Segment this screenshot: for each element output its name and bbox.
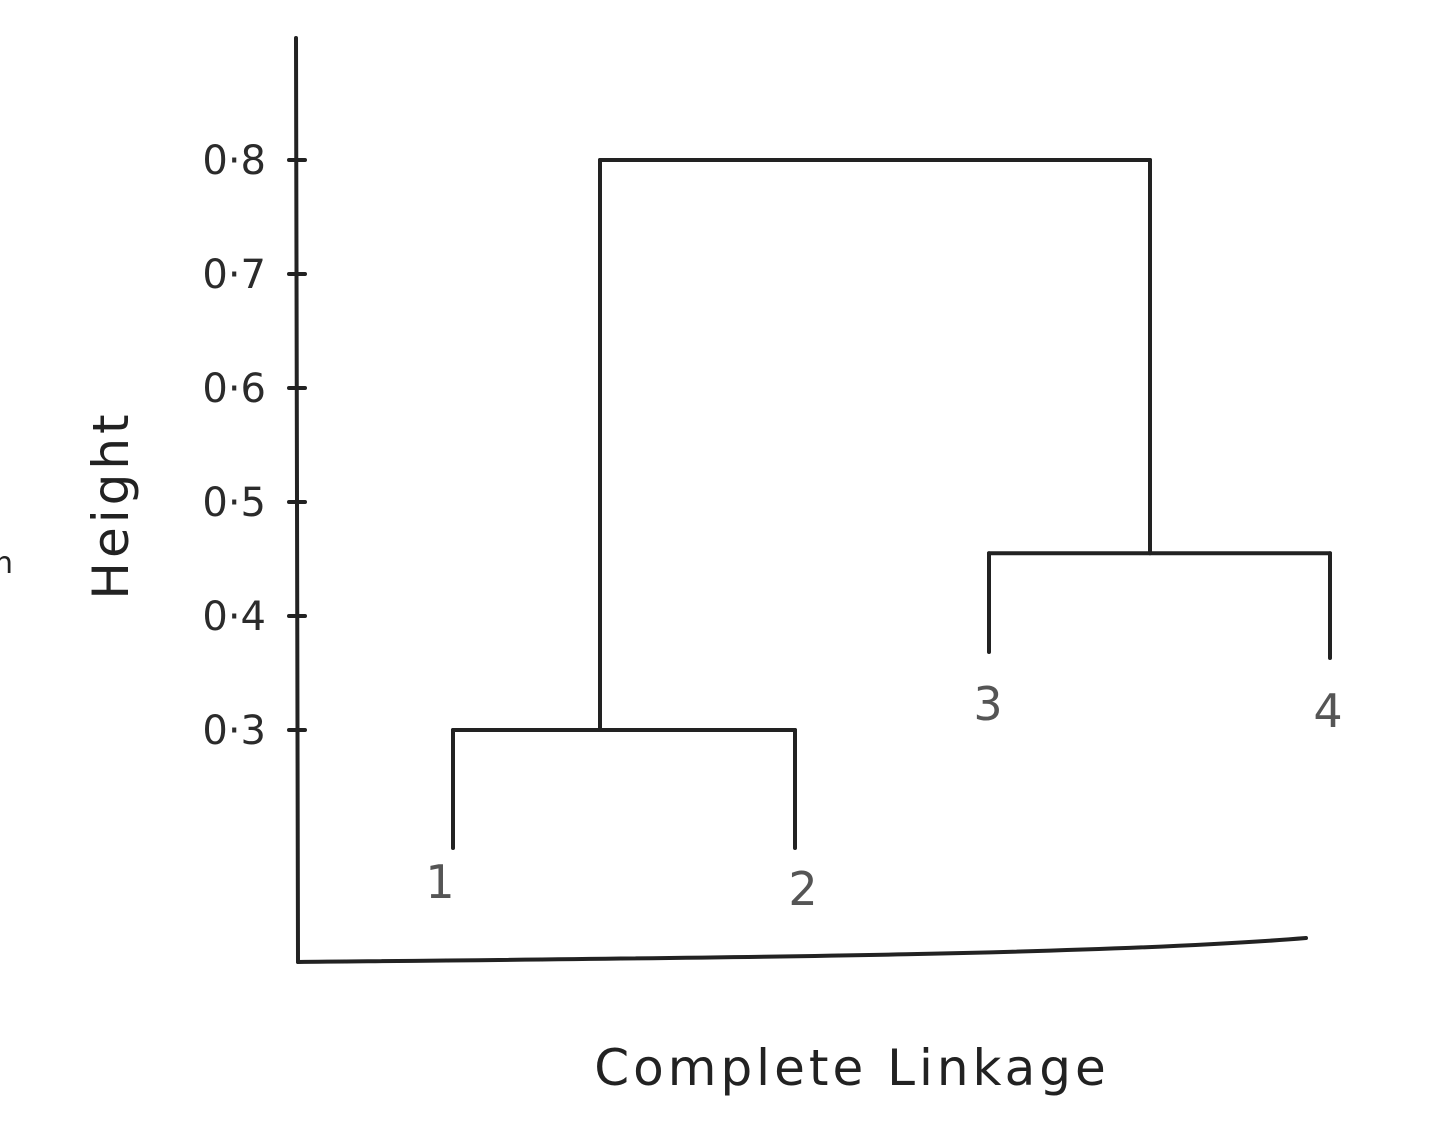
leaf-label: 3 bbox=[973, 677, 1002, 731]
y-ticks: 0·8 0·7 0·6 0·5 0·4 0·3 bbox=[202, 138, 307, 754]
leaf-label: 1 bbox=[425, 855, 454, 909]
x-axis-line bbox=[296, 936, 1308, 964]
dendrogram-tree bbox=[451, 158, 1332, 850]
leaf-labels: 1 2 3 4 bbox=[425, 677, 1342, 916]
axes bbox=[294, 36, 1308, 964]
y-axis-title: Height bbox=[82, 410, 140, 599]
y-tick-label: 0·3 bbox=[202, 708, 266, 754]
y-tick-label: 0·7 bbox=[202, 252, 266, 298]
x-axis-title: Complete Linkage bbox=[594, 1039, 1110, 1097]
leaf-label: 4 bbox=[1313, 684, 1342, 738]
y-tick-label: 0·6 bbox=[202, 366, 266, 412]
y-tick-label: 0·8 bbox=[202, 138, 266, 184]
page-edge-mark: n bbox=[0, 546, 13, 581]
y-tick-label: 0·4 bbox=[202, 594, 266, 640]
leaf-label: 2 bbox=[788, 862, 817, 916]
y-tick-label: 0·5 bbox=[202, 480, 266, 526]
